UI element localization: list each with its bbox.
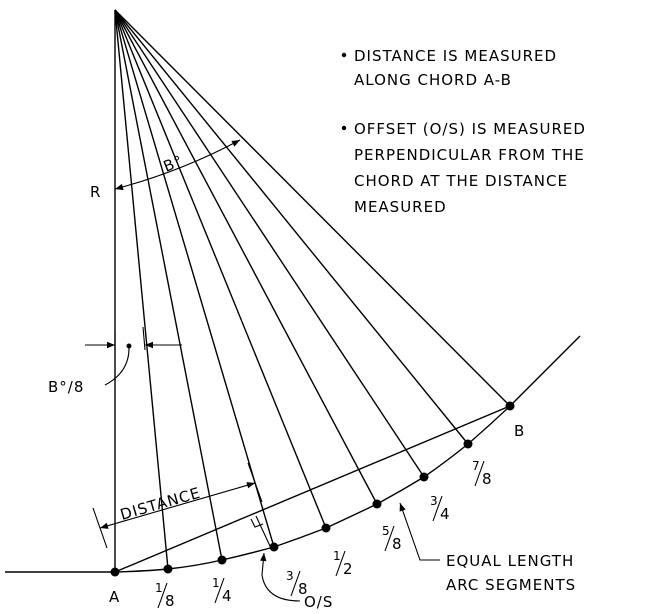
- arc-point-2: [217, 555, 227, 565]
- fraction-slash: [384, 525, 395, 552]
- note-line: OFFSET (O/S) IS MEASURED: [354, 120, 586, 138]
- fraction-numerator: 3: [286, 569, 294, 583]
- point-b-dot: [505, 401, 515, 411]
- arc-point-5: [372, 499, 382, 509]
- chord-a-b: [114, 405, 511, 573]
- fraction-3-4: 3 4: [430, 494, 450, 523]
- arc-point-1: [163, 564, 173, 574]
- arc-segments-callout: EQUAL LENGTH ARC SEGMENTS: [446, 552, 576, 594]
- radial-line-2: [114, 9, 223, 561]
- fraction-denominator: 8: [392, 535, 402, 553]
- right-angle-mark: [250, 518, 264, 528]
- note-line: ALONG CHORD A-B: [354, 71, 512, 89]
- distance-extension-right: [247, 462, 263, 503]
- angle-fraction-ext-right: [142, 326, 146, 351]
- angle-label: B°: [161, 152, 186, 176]
- tangent-line-b: [509, 335, 581, 407]
- fraction-slash: [432, 495, 443, 522]
- offset-label: O/S: [304, 593, 333, 611]
- radial-line-6: [114, 9, 425, 478]
- fraction-denominator: 4: [440, 505, 450, 523]
- point-b-label: B: [514, 422, 525, 440]
- fraction-1-2: 1 2: [333, 549, 353, 578]
- radial-line-5: [114, 9, 378, 505]
- fraction-1-4: 1 4: [212, 576, 232, 605]
- fraction-numerator: 7: [472, 459, 480, 473]
- angle-fraction-leader: [104, 345, 130, 386]
- bullet-icon: [341, 52, 347, 58]
- arc-point-6: [419, 472, 429, 482]
- callout-line: EQUAL LENGTH: [446, 552, 574, 570]
- radial-line-1: [114, 9, 169, 570]
- fraction-slash: [335, 550, 346, 577]
- point-a-label: A: [109, 588, 120, 606]
- offset-line: [255, 515, 271, 547]
- note-line: MEASURED: [354, 198, 447, 216]
- arc-point-4: [321, 523, 331, 533]
- radial-line-3: [114, 9, 275, 548]
- fraction-numerator: 1: [212, 576, 220, 590]
- fraction-numerator: 3: [430, 494, 438, 508]
- radial-line-4: [114, 9, 327, 529]
- fraction-denominator: 2: [343, 560, 353, 578]
- fraction-slash: [157, 582, 168, 609]
- note-line: CHORD AT THE DISTANCE: [354, 172, 568, 190]
- arc-points: [110, 401, 515, 577]
- radial-line-8: [114, 9, 511, 407]
- arc-point-3: [269, 542, 279, 552]
- arc-segments-leader: [399, 502, 440, 561]
- fraction-1-8: 1 8: [155, 581, 175, 610]
- fraction-denominator: 8: [482, 470, 492, 488]
- note-line: PERPENDICULAR FROM THE: [354, 146, 585, 164]
- fraction-denominator: 4: [222, 587, 232, 605]
- fraction-slash: [290, 570, 301, 597]
- angle-arc: [114, 139, 241, 191]
- bullet-icon: [341, 125, 347, 131]
- point-a-dot: [110, 567, 120, 577]
- radial-lines: [114, 9, 511, 570]
- radius-label: R: [90, 183, 101, 201]
- fraction-denominator: 8: [165, 592, 175, 610]
- fraction-slash: [474, 460, 485, 487]
- note-line: DISTANCE IS MEASURED: [354, 47, 557, 65]
- fraction-numerator: 5: [382, 524, 390, 538]
- callout-line: ARC SEGMENTS: [446, 576, 576, 594]
- note-offset: OFFSET (O/S) IS MEASURED PERPENDICULAR F…: [341, 120, 586, 216]
- fraction-5-8: 5 8: [382, 524, 402, 553]
- arc-point-7: [463, 439, 473, 449]
- fraction-numerator: 1: [155, 581, 163, 595]
- radial-line-7: [114, 9, 469, 445]
- fraction-3-8: 3 8: [286, 569, 308, 598]
- fraction-denominator: 8: [298, 580, 308, 598]
- distance-arrow: [99, 482, 256, 529]
- fraction-7-8: 7 8: [472, 459, 492, 488]
- note-distance: DISTANCE IS MEASURED ALONG CHORD A-B: [341, 47, 557, 89]
- fraction-numerator: 1: [333, 549, 341, 563]
- angle-fraction-label: B°/8: [48, 378, 84, 396]
- fraction-slash: [214, 577, 225, 604]
- offset-leader: [260, 552, 301, 602]
